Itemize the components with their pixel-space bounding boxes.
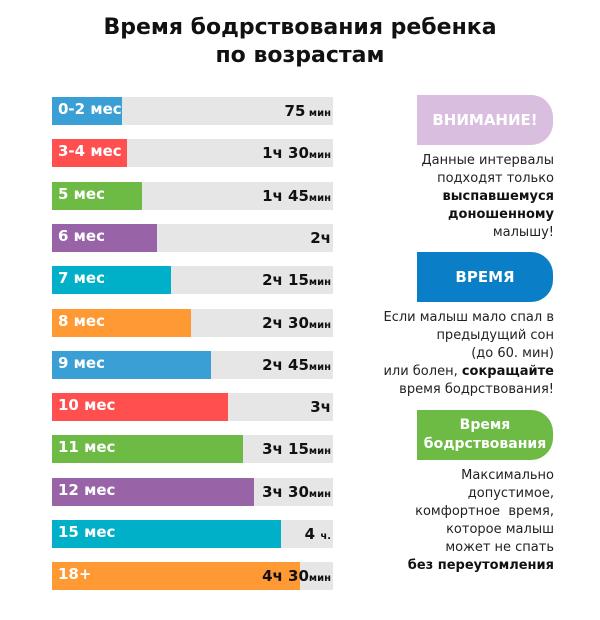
note-line: (до 60. мин) [471, 346, 554, 361]
bar-fill [52, 477, 254, 506]
note-line: допустимое, [467, 486, 554, 501]
bar-fill [52, 562, 300, 591]
bar-value: 3ч [310, 398, 331, 417]
time-badge: ВРЕМЯ [417, 252, 553, 302]
bar-value: 4ч 30мин [262, 567, 331, 586]
bar-row: 75 мин 0-2 мес [52, 97, 333, 125]
bar-age-label: 0-2 мес [58, 100, 122, 118]
page-title: Время бодрствования ребенка по возрастам [0, 14, 600, 70]
note-text: или болен, [383, 364, 462, 379]
title-line-1: Время бодрствования ребенка [103, 15, 497, 40]
bar-value: 3ч 30мин [262, 482, 331, 501]
bar-row: 2ч 45мин 9 мес [52, 350, 333, 379]
bar-fill [52, 223, 157, 252]
time-badge-label: ВРЕМЯ [455, 268, 515, 286]
note-bold: выспавшемуся [442, 189, 554, 204]
bar-row: 3ч 10 мес [52, 393, 333, 422]
bar-fill [52, 520, 281, 548]
wake-time-badge: Время бодрствования [417, 410, 553, 460]
bar-fill [52, 308, 191, 337]
bar-fill [52, 393, 228, 422]
bar-value: 2ч [310, 228, 331, 247]
bar-age-label: 18+ [58, 565, 92, 584]
bar-row: 4ч 30мин 18+ [52, 562, 333, 591]
bar-age-label: 15 мес [58, 523, 116, 541]
note-line: малышу! [492, 225, 554, 240]
bar-fill [52, 139, 127, 168]
attention-badge: ВНИМАНИЕ! [417, 95, 553, 145]
note-line: подходят только [437, 171, 554, 186]
note-line: Если малыш мало спал в [383, 310, 554, 325]
bar-fill [52, 181, 142, 210]
note-bold: без переутомления [407, 558, 554, 573]
note-line: предыдущий сон [436, 328, 554, 343]
bar-row: 4 ч. 15 мес [52, 520, 333, 548]
bar-row: 2ч 6 мес [52, 223, 333, 252]
note-line: может не спать [445, 540, 554, 555]
bar-fill [52, 97, 122, 125]
bar-age-label: 11 мес [58, 438, 116, 457]
bar-row: 3ч 30мин 12 мес [52, 477, 333, 506]
time-note: Если малыш мало спал в предыдущий сон (д… [354, 309, 554, 399]
bar-row: 2ч 15мин 7 мес [52, 266, 333, 295]
bar-age-label: 9 мес [58, 353, 105, 372]
bar-age-label: 5 мес [58, 184, 105, 203]
bar-value: 2ч 30мин [262, 313, 331, 332]
note-line: Данные интервалы [421, 153, 555, 168]
bar-age-label: 12 мес [58, 480, 116, 499]
note-line: комфортное время, [415, 504, 554, 519]
badge-line: Время [459, 417, 511, 433]
bar-value: 2ч 45мин [262, 355, 331, 374]
note-line: которое малыш [446, 522, 554, 537]
bar-value: 4 ч. [304, 525, 331, 543]
bar-age-label: 8 мес [58, 311, 105, 330]
note-bold: сокращайте [461, 364, 554, 379]
title-line-2: по возрастам [215, 43, 385, 68]
bar-value: 75 мин [284, 102, 331, 120]
bar-value: 2ч 15мин [262, 271, 331, 290]
wake-note: Максимально допустимое, комфортное время… [354, 467, 554, 575]
bar-value: 1ч 30мин [262, 144, 331, 163]
bar-fill [52, 266, 171, 295]
bar-value: 1ч 45мин [262, 186, 331, 205]
bar-age-label: 10 мес [58, 396, 116, 415]
attention-note: Данные интервалы подходят только выспавш… [364, 152, 555, 242]
note-line: время бодрствования! [399, 382, 554, 397]
bar-row: 1ч 45мин 5 мес [52, 181, 333, 210]
bar-age-label: 7 мес [58, 269, 105, 288]
bar-age-label: 3-4 мес [58, 142, 122, 161]
attention-badge-label: ВНИМАНИЕ! [432, 111, 538, 129]
badge-line: бодрствования [423, 436, 547, 452]
bar-value: 3ч 15мин [262, 440, 331, 459]
bar-fill [52, 435, 243, 464]
note-line: Максимально [461, 468, 554, 483]
bar-row: 1ч 30мин 3-4 мес [52, 139, 333, 168]
bar-row: 2ч 30мин 8 мес [52, 308, 333, 337]
note-bold: доношенному [448, 207, 554, 222]
bar-row: 3ч 15мин 11 мес [52, 435, 333, 464]
bar-fill [52, 350, 211, 379]
bar-age-label: 6 мес [58, 226, 105, 245]
